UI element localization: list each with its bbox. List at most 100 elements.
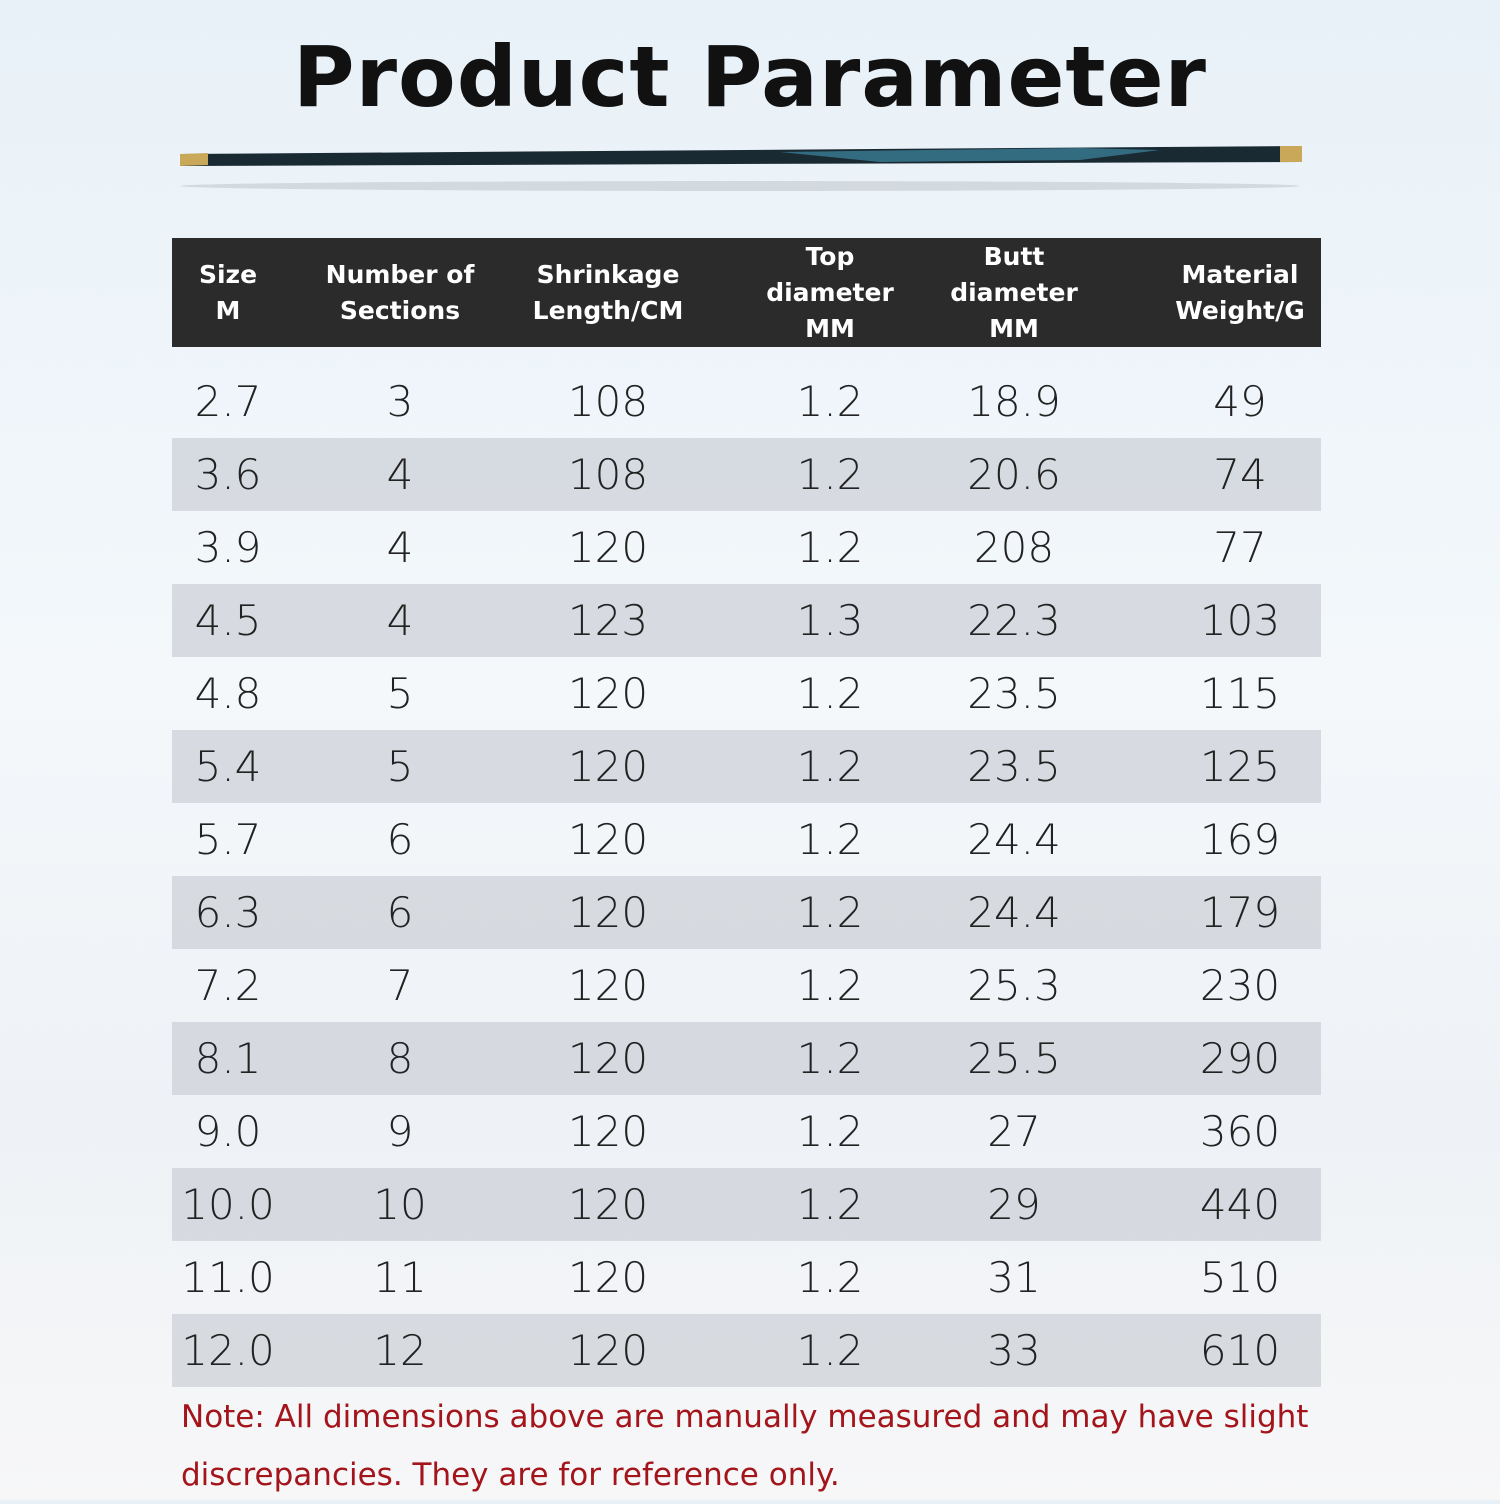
table-cell: 510: [1199, 1253, 1281, 1302]
table-cell: 1.2: [796, 1107, 864, 1156]
table-cell: 230: [1199, 961, 1281, 1010]
column-header: Top diameter MM: [766, 241, 894, 343]
table-cell: 610: [1199, 1326, 1281, 1375]
table-cell: 23.5: [967, 669, 1061, 718]
table-row: 8.1 8 120 1.2 25.5 290: [172, 1022, 1321, 1095]
table-cell: 4: [386, 450, 414, 499]
table-cell: 3.6: [194, 450, 262, 499]
table-cell: 9: [386, 1107, 414, 1156]
table-cell: 1.3: [796, 596, 864, 645]
table-row: 6.3 6 120 1.2 24.4 179: [172, 876, 1321, 949]
table-row: 5.7 6 120 1.2 24.4 169: [172, 803, 1321, 876]
table-cell: 5: [386, 669, 414, 718]
table-row: 3.9 4 120 1.2 208 77: [172, 511, 1321, 584]
table-row: 10.0 10 120 1.2 29 440: [172, 1168, 1321, 1241]
table-cell: 10.0: [181, 1180, 275, 1229]
column-header: Butt diameter MM: [950, 241, 1078, 343]
table-cell: 125: [1199, 742, 1281, 791]
table-cell: 120: [567, 1253, 649, 1302]
table-cell: 33: [987, 1326, 1041, 1375]
table-cell: 27: [987, 1107, 1041, 1156]
table-cell: 1.2: [796, 1180, 864, 1229]
table-cell: 120: [567, 815, 649, 864]
table-cell: 6.3: [194, 888, 262, 937]
table-cell: 120: [567, 961, 649, 1010]
column-header: Shrinkage Length/CM: [532, 259, 684, 325]
table-cell: 6: [386, 888, 414, 937]
table-cell: 4.5: [194, 596, 262, 645]
table-cell: 108: [567, 377, 649, 426]
table-cell: 1.2: [796, 742, 864, 791]
table-cell: 103: [1199, 596, 1281, 645]
table-cell: 6: [386, 815, 414, 864]
column-header: Number of Sections: [325, 259, 475, 325]
table-cell: 1.2: [796, 961, 864, 1010]
table-cell: 8: [386, 1034, 414, 1083]
table-cell: 4: [386, 596, 414, 645]
table-cell: 120: [567, 1326, 649, 1375]
table-cell: 12: [373, 1326, 427, 1375]
table-cell: 7.2: [194, 961, 262, 1010]
table-cell: 11: [373, 1253, 427, 1302]
table-row: 3.6 4 108 1.2 20.6 74: [172, 438, 1321, 511]
table-cell: 120: [567, 888, 649, 937]
table-cell: 169: [1199, 815, 1281, 864]
table-cell: 120: [567, 1034, 649, 1083]
table-row: 5.4 5 120 1.2 23.5 125: [172, 730, 1321, 803]
table-cell: 12.0: [181, 1326, 275, 1375]
title: Product Parameter: [293, 28, 1207, 126]
table-row: 4.8 5 120 1.2 23.5 115: [172, 657, 1321, 730]
table-cell: 360: [1199, 1107, 1281, 1156]
table-row: 2.7 3 108 1.2 18.9 49: [172, 365, 1321, 438]
table-row: 4.5 4 123 1.3 22.3 103: [172, 584, 1321, 657]
table-cell: 1.2: [796, 1326, 864, 1375]
table-cell: 120: [567, 1180, 649, 1229]
table-cell: 120: [567, 523, 649, 572]
table-cell: 1.2: [796, 1034, 864, 1083]
table-cell: 179: [1199, 888, 1281, 937]
table-cell: 108: [567, 450, 649, 499]
table-cell: 5.7: [194, 815, 262, 864]
table-row: 11.0 11 120 1.2 31 510: [172, 1241, 1321, 1314]
rod-image: [180, 146, 1302, 191]
table-cell: 4.8: [194, 669, 262, 718]
table-cell: 22.3: [967, 596, 1061, 645]
table-cell: 5: [386, 742, 414, 791]
table-cell: 1.2: [796, 450, 864, 499]
table-row: 9.0 9 120 1.2 27 360: [172, 1095, 1321, 1168]
column-header: Size M: [198, 259, 258, 325]
table-cell: 74: [1213, 450, 1267, 499]
table-cell: 290: [1199, 1034, 1281, 1083]
table-cell: 123: [567, 596, 649, 645]
table-cell: 23.5: [967, 742, 1061, 791]
table-cell: 77: [1213, 523, 1267, 572]
table-cell: 1.2: [796, 888, 864, 937]
column-header: Material Weight/G: [1175, 259, 1305, 325]
table-cell: 20.6: [967, 450, 1061, 499]
table-row: 7.2 7 120 1.2 25.3 230: [172, 949, 1321, 1022]
table-cell: 120: [567, 742, 649, 791]
table-cell: 120: [567, 1107, 649, 1156]
table-cell: 8.1: [194, 1034, 262, 1083]
note: Note: All dimensions above are manually …: [181, 1399, 1309, 1493]
table-cell: 49: [1213, 377, 1267, 426]
table-cell: 3: [386, 377, 414, 426]
table-cell: 1.2: [796, 377, 864, 426]
table-cell: 1.2: [796, 669, 864, 718]
table-cell: 120: [567, 669, 649, 718]
table-cell: 208: [973, 523, 1055, 572]
table-cell: 29: [987, 1180, 1041, 1229]
table-cell: 115: [1199, 669, 1281, 718]
table-cell: 440: [1199, 1180, 1281, 1229]
table-cell: 18.9: [967, 377, 1061, 426]
table-cell: 11.0: [181, 1253, 275, 1302]
table-cell: 31: [987, 1253, 1041, 1302]
table-row: 12.0 12 120 1.2 33 610: [172, 1314, 1321, 1387]
table-cell: 2.7: [194, 377, 262, 426]
table-cell: 5.4: [194, 742, 262, 791]
table-cell: 1.2: [796, 1253, 864, 1302]
table-header: Size M Number of Sections Shrinkage Length…: [172, 238, 1321, 347]
table-cell: 25.5: [967, 1034, 1061, 1083]
table-cell: 4: [386, 523, 414, 572]
